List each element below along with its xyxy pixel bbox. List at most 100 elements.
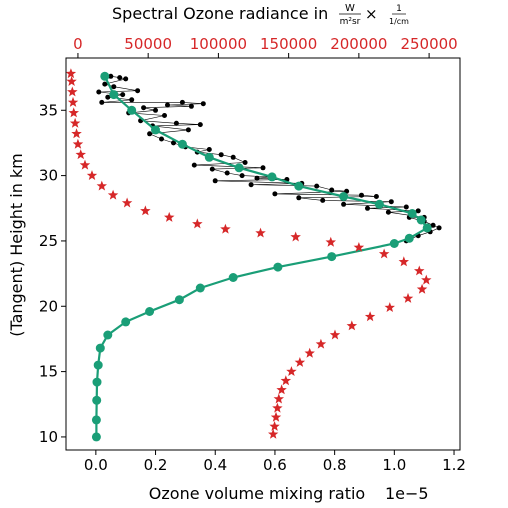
profile-point bbox=[188, 103, 194, 109]
radiance-point bbox=[69, 117, 81, 128]
mean-profile-point bbox=[404, 233, 414, 243]
profile-point bbox=[165, 102, 170, 108]
profile-point bbox=[129, 97, 135, 103]
profile-point bbox=[272, 191, 278, 197]
profile-point bbox=[248, 182, 254, 188]
profile-point bbox=[329, 187, 335, 193]
y-axis-label: (Tangent) Height in km bbox=[7, 153, 26, 337]
radiance-point bbox=[220, 223, 231, 234]
mean-profile-point bbox=[389, 239, 399, 248]
radiance-point bbox=[294, 357, 306, 367]
unit-per-cm: 1/cm bbox=[389, 17, 409, 26]
profile-point bbox=[206, 147, 212, 152]
radiance-point bbox=[384, 302, 395, 312]
mean-profile-point bbox=[204, 152, 214, 162]
profile-point bbox=[111, 84, 117, 90]
mean-profile-point bbox=[100, 71, 110, 81]
profile-point bbox=[147, 131, 153, 137]
profile-point bbox=[197, 122, 203, 128]
profile-point bbox=[96, 89, 102, 95]
radiance-point bbox=[398, 256, 409, 267]
mean-profile-point bbox=[92, 377, 102, 387]
profile-point bbox=[135, 88, 141, 94]
profile-point bbox=[153, 107, 158, 113]
profile-point bbox=[430, 222, 436, 228]
profile-point bbox=[314, 183, 320, 189]
profile-point bbox=[171, 140, 176, 146]
y-tick-label: 10 bbox=[39, 428, 58, 446]
radiance-point bbox=[273, 393, 284, 404]
radiance-point bbox=[75, 149, 86, 160]
top-x-tick-label: 100000 bbox=[190, 35, 247, 53]
mean-profile-point bbox=[151, 125, 160, 135]
profile-point bbox=[173, 120, 179, 126]
radiance-point bbox=[164, 211, 175, 222]
top-x-tick-label: 200000 bbox=[330, 35, 387, 53]
radiance-point bbox=[121, 197, 133, 208]
profile-point bbox=[105, 94, 111, 100]
mean-profile-point bbox=[103, 330, 113, 340]
radiance-point bbox=[192, 218, 203, 229]
x-axis-label: Ozone volume mixing ratio bbox=[149, 484, 365, 503]
radiance-point bbox=[421, 274, 432, 285]
profile-point bbox=[108, 73, 114, 79]
mean-profile-point bbox=[91, 415, 101, 425]
radiance-point bbox=[272, 402, 283, 413]
top-axis-label-text: Spectral Ozone radiance in bbox=[112, 4, 328, 23]
top-axis-units: W m²sr × 1 1/cm bbox=[339, 3, 409, 27]
mean-profile-point bbox=[407, 209, 417, 218]
mean-profile-point bbox=[92, 395, 102, 405]
profile-point bbox=[403, 204, 409, 210]
x-tick-label: 0.0 bbox=[84, 456, 108, 474]
y-tick-label: 20 bbox=[39, 297, 58, 315]
radiance-point bbox=[268, 428, 279, 439]
mean-profile-point bbox=[145, 307, 155, 316]
profile-point bbox=[436, 225, 442, 231]
radiance-point bbox=[402, 292, 414, 303]
top-x-tick-label: 50000 bbox=[124, 35, 172, 53]
profile-point bbox=[123, 76, 129, 82]
radiance-point bbox=[325, 236, 336, 247]
unit-m2sr: m²sr bbox=[340, 17, 361, 27]
mean-profile-point bbox=[422, 223, 432, 233]
profile-point bbox=[254, 175, 260, 181]
mean-profile-line bbox=[95, 75, 429, 437]
profile-point bbox=[212, 178, 218, 184]
profile-point bbox=[218, 152, 224, 158]
radiance-point bbox=[270, 411, 282, 422]
radiance-point bbox=[269, 421, 280, 431]
mean-profile-point bbox=[93, 360, 103, 370]
x-tick-label: 1.2 bbox=[442, 456, 466, 474]
mean-profile-point bbox=[273, 262, 283, 272]
radiance-point bbox=[67, 96, 79, 107]
profile-point bbox=[191, 162, 197, 168]
radiance-point bbox=[378, 248, 390, 259]
top-x-tick-label: 0 bbox=[73, 35, 83, 53]
profile-point bbox=[359, 192, 364, 198]
profile-point bbox=[162, 113, 167, 118]
radiance-point bbox=[346, 320, 358, 331]
profile-point bbox=[117, 75, 123, 81]
radiance-point bbox=[79, 159, 91, 170]
mean-profile-point bbox=[374, 199, 384, 209]
radiance-point bbox=[304, 347, 315, 358]
top-x-tick-label: 150000 bbox=[260, 35, 317, 53]
y-tick-label: 15 bbox=[39, 363, 58, 381]
profile-point bbox=[120, 92, 126, 98]
profile-point bbox=[260, 165, 266, 171]
mean-profile-point bbox=[91, 432, 101, 442]
radiance-point bbox=[255, 227, 266, 238]
radiance-point bbox=[414, 265, 425, 276]
axes-frame bbox=[65, 57, 461, 451]
profile-lines bbox=[98, 76, 440, 242]
mean-profile-point bbox=[95, 343, 105, 353]
plot-marks bbox=[65, 68, 442, 442]
radiance-point bbox=[276, 384, 287, 395]
x-tick-label: 0.4 bbox=[203, 456, 227, 474]
mean-profile-point bbox=[327, 252, 337, 262]
profile-point bbox=[385, 209, 391, 215]
top-x-axis-label: Spectral Ozone radiance in W m²sr × 1 1/… bbox=[112, 3, 409, 27]
profile-point bbox=[141, 105, 147, 111]
mean-profile-point bbox=[339, 192, 349, 201]
radiance-point bbox=[96, 180, 107, 191]
